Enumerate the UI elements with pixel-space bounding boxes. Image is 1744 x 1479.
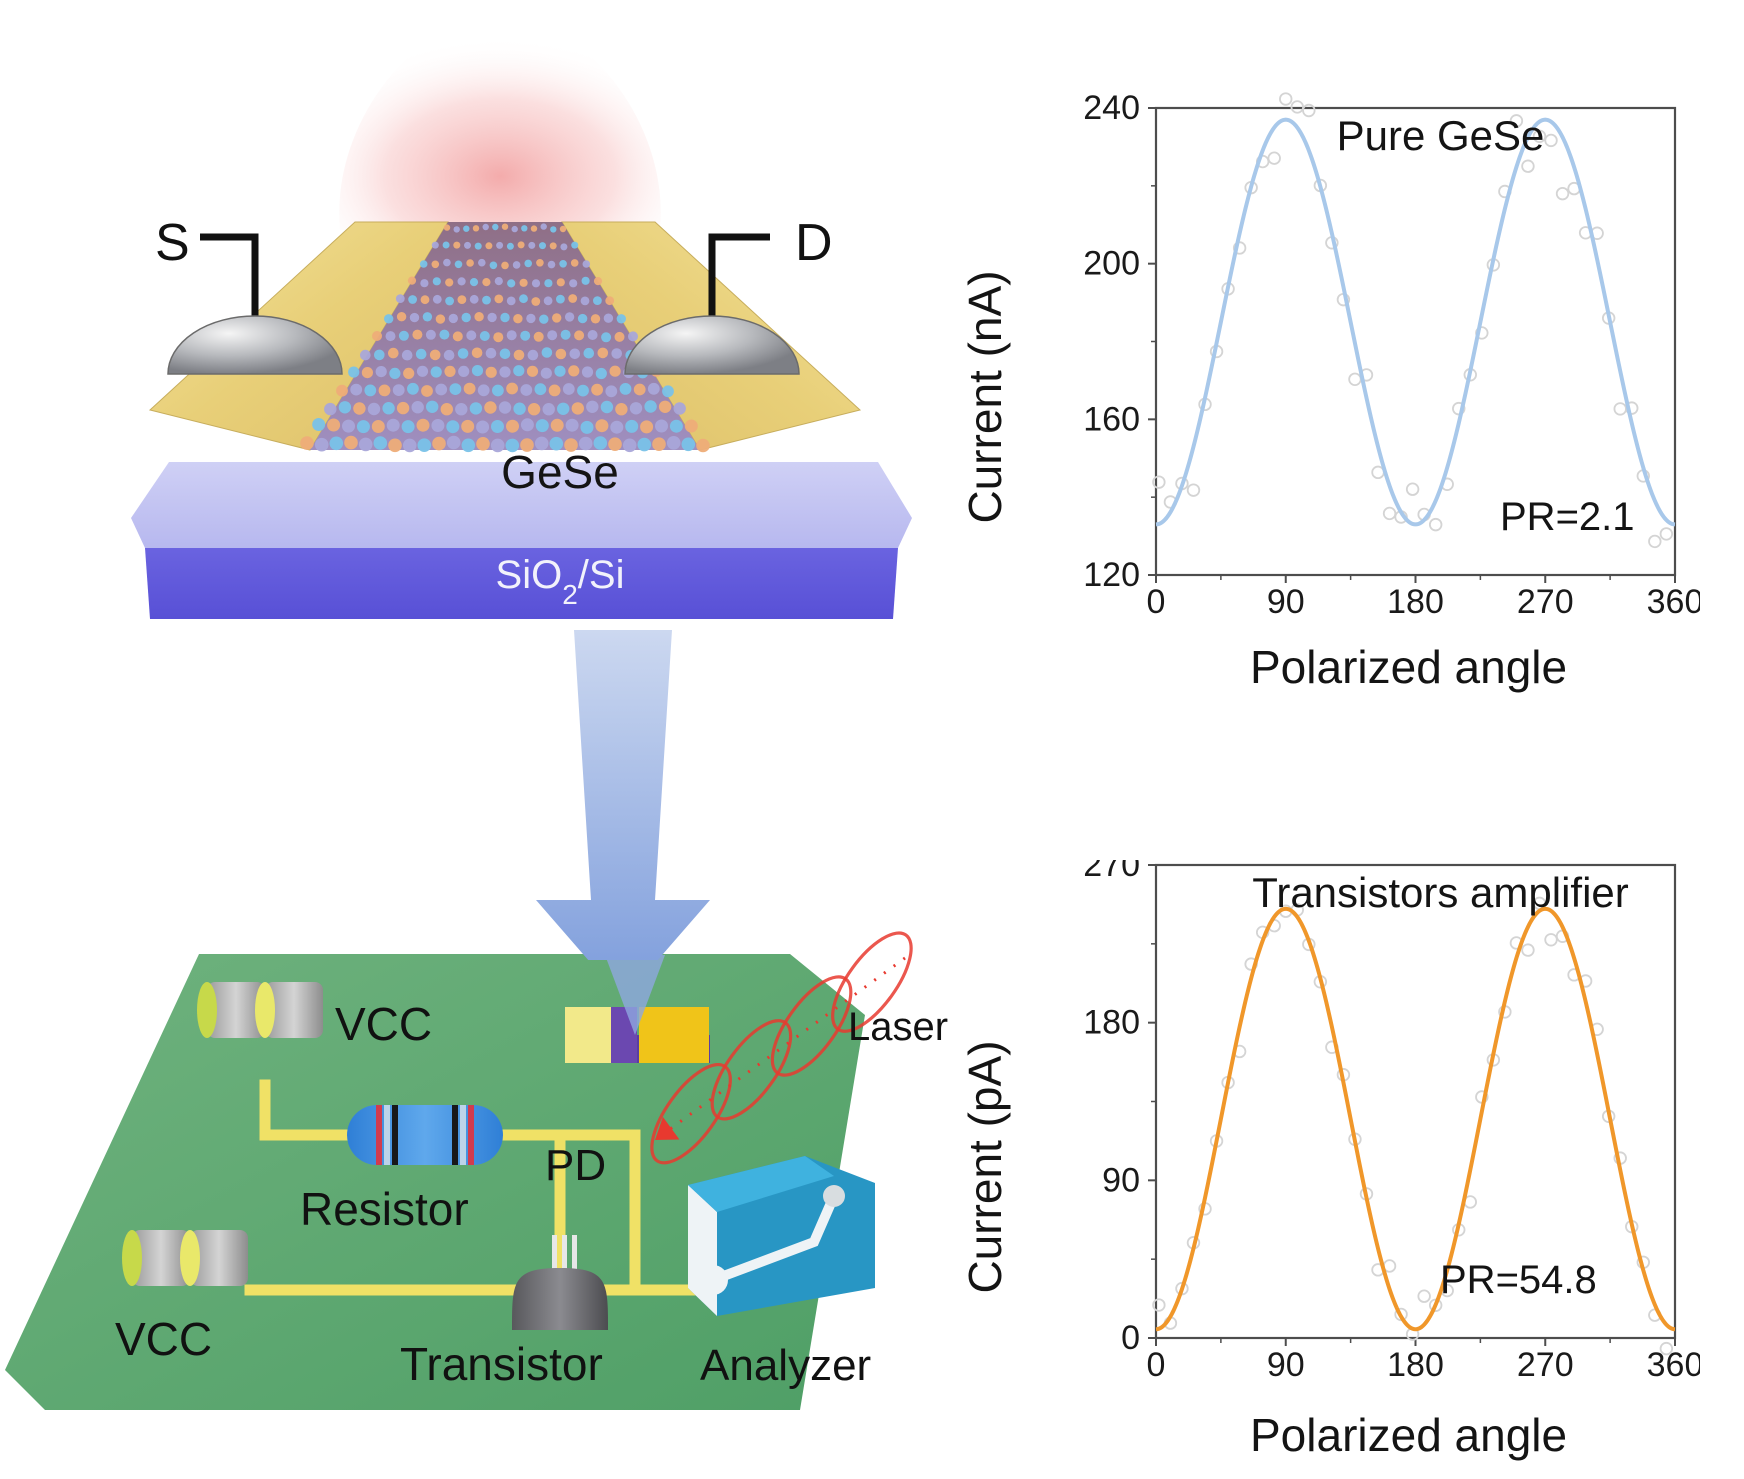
svg-text:Transistors amplifier: Transistors amplifier (1252, 869, 1629, 916)
svg-text:360: 360 (1647, 1346, 1700, 1384)
svg-text:S: S (155, 214, 190, 272)
svg-text:Resistor: Resistor (300, 1183, 469, 1235)
svg-text:PR=2.1: PR=2.1 (1500, 495, 1635, 539)
svg-text:120: 120 (1083, 556, 1140, 594)
svg-text:PR=54.8: PR=54.8 (1440, 1258, 1597, 1302)
svg-text:D: D (795, 214, 833, 272)
svg-text:160: 160 (1083, 400, 1140, 438)
svg-text:180: 180 (1083, 1004, 1140, 1042)
svg-text:VCC: VCC (115, 1313, 212, 1365)
svg-text:Laser: Laser (848, 1005, 948, 1049)
svg-text:180: 180 (1387, 1346, 1444, 1384)
svg-text:90: 90 (1267, 583, 1305, 621)
svg-text:Transistor: Transistor (400, 1338, 603, 1390)
svg-text:PD: PD (545, 1141, 606, 1190)
svg-text:90: 90 (1102, 1161, 1140, 1199)
svg-text:240: 240 (1083, 90, 1140, 127)
svg-text:VCC: VCC (335, 998, 432, 1050)
svg-text:0: 0 (1147, 583, 1166, 621)
svg-text:180: 180 (1387, 583, 1444, 621)
svg-text:200: 200 (1083, 245, 1140, 283)
svg-text:360: 360 (1647, 583, 1700, 621)
svg-text:270: 270 (1517, 1346, 1574, 1384)
svg-text:270: 270 (1083, 860, 1140, 884)
svg-text:Analyzer: Analyzer (700, 1341, 871, 1390)
svg-text:0: 0 (1121, 1319, 1140, 1357)
svg-text:270: 270 (1517, 583, 1574, 621)
svg-text:0: 0 (1147, 1346, 1166, 1384)
svg-text:GeSe: GeSe (501, 446, 619, 498)
svg-text:Pure GeSe: Pure GeSe (1337, 112, 1545, 159)
svg-text:90: 90 (1267, 1346, 1305, 1384)
